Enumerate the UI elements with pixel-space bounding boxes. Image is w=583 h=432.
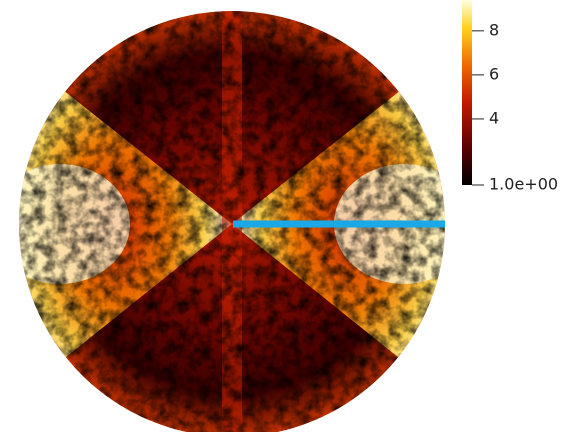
colorbar-tick-label: 8 — [489, 20, 499, 39]
colorbar-tick-label: 4 — [489, 108, 499, 127]
colorbar-tick-label: 6 — [489, 64, 499, 83]
colorbar — [462, 0, 472, 185]
visualization: 1.0e+00 4 6 8 — [0, 0, 583, 432]
colorbar-tick-label: 1.0e+00 — [489, 175, 558, 194]
